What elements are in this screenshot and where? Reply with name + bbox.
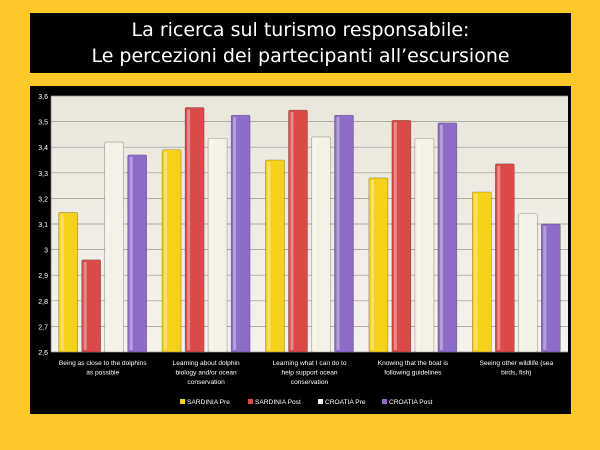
bar-highlight xyxy=(187,109,191,350)
bar-highlight xyxy=(164,151,168,350)
legend-swatch xyxy=(318,399,323,404)
y-tick-label: 3,3 xyxy=(38,171,48,178)
bar xyxy=(368,177,389,353)
bar-highlight xyxy=(60,214,64,350)
category-label: Learning what I can do to xyxy=(272,360,346,367)
bar xyxy=(161,149,182,353)
bar xyxy=(540,223,561,353)
title-line-1: La ricerca sul turismo responsabile: xyxy=(131,19,470,41)
legend-swatch xyxy=(180,399,185,404)
legend-swatch xyxy=(382,399,387,404)
bar-highlight xyxy=(543,226,547,350)
bar xyxy=(58,212,79,353)
bar xyxy=(494,163,515,353)
bar xyxy=(104,141,124,353)
category-label: Being as close to the dolphins xyxy=(59,360,147,367)
bar-highlight xyxy=(520,215,524,350)
y-tick-label: 3 xyxy=(44,248,48,255)
legend-label: CROATIA Pre xyxy=(325,399,366,406)
bar xyxy=(437,122,458,353)
y-tick-label: 3,2 xyxy=(38,196,48,203)
bar xyxy=(230,114,251,353)
bar xyxy=(288,109,308,353)
category-label: as possible xyxy=(86,370,119,377)
bar-highlight xyxy=(210,140,214,350)
y-tick-label: 3,6 xyxy=(38,94,48,101)
bar-highlight xyxy=(370,179,374,350)
bar xyxy=(127,154,147,353)
bar-chart: 2,6 2,7 2,8 2,9 3 3,1 3,2 3,3 3,4 3,5 3,6 Being as … xyxy=(38,94,568,406)
category-label: help support ocean xyxy=(281,370,337,377)
category-label: conservation xyxy=(187,379,225,386)
bar xyxy=(471,191,492,353)
bar-highlight xyxy=(439,124,443,350)
y-tick-label: 3,5 xyxy=(38,120,48,127)
category-label: biology and/or ocean xyxy=(175,370,237,377)
bar-highlight xyxy=(267,162,271,350)
bar-highlight xyxy=(393,122,397,350)
y-tick-label: 3,4 xyxy=(38,145,48,152)
title-line-2: Le percezioni dei partecipanti all’escur… xyxy=(91,45,510,67)
legend-label: SARDINIA Post xyxy=(255,399,301,406)
category-label: following guidelines xyxy=(384,370,442,377)
legend-label: SARDINIA Pre xyxy=(187,399,230,406)
bar-highlight xyxy=(129,156,133,350)
y-tick-label: 2,7 xyxy=(38,324,48,331)
bar xyxy=(334,114,354,353)
y-tick-label: 2,8 xyxy=(38,299,48,306)
bar-highlight xyxy=(106,144,110,350)
bar xyxy=(391,120,412,353)
bar-highlight xyxy=(313,138,317,350)
bar xyxy=(517,213,538,353)
bar-highlight xyxy=(336,117,340,350)
y-tick-label: 2,6 xyxy=(38,350,48,357)
bar-highlight xyxy=(83,261,87,350)
bar-highlight xyxy=(290,112,294,350)
legend-swatch xyxy=(248,399,253,404)
bar-highlight xyxy=(497,165,501,350)
chart-container: 2,6 2,7 2,8 2,9 3 3,1 3,2 3,3 3,4 3,5 3,6 Being as … xyxy=(30,86,571,414)
y-tick-label: 3,1 xyxy=(38,222,48,229)
category-label: birds, fish) xyxy=(501,370,531,377)
category-label: conservation xyxy=(291,379,329,386)
bar xyxy=(265,159,285,353)
title-box: La ricerca sul turismo responsabile: Le … xyxy=(30,13,571,73)
bar xyxy=(414,137,435,353)
y-tick-label: 2,9 xyxy=(38,273,48,280)
bar xyxy=(207,137,228,353)
bar xyxy=(184,107,205,353)
bar-highlight xyxy=(474,194,478,350)
bar xyxy=(81,259,102,353)
legend-label: CROATIA Post xyxy=(389,399,433,406)
category-label: Knowing that the boat is xyxy=(378,360,449,367)
category-label: Learning about dolphin xyxy=(173,360,240,367)
bar-highlight xyxy=(233,117,237,350)
bar-highlight xyxy=(416,140,420,350)
category-label: Seeing other wildlife (sea xyxy=(479,360,553,367)
bar xyxy=(311,136,331,353)
